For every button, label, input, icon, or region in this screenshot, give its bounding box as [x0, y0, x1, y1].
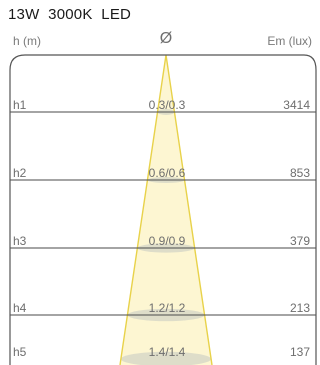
light-spot-h5: [120, 351, 212, 365]
height-column-header: h (m): [13, 34, 41, 48]
diameter-value-h3: 0.9/0.9: [148, 234, 186, 248]
height-label-h1: h1: [13, 98, 27, 112]
diagram-frame: [9, 54, 317, 365]
diameter-value-h5: 1.4/1.4: [148, 345, 186, 359]
illuminance-value-h2: 853: [289, 166, 310, 180]
height-label-h2: h2: [13, 166, 27, 180]
illuminance-value-h5: 137: [289, 345, 310, 359]
diameter-value-h4: 1.2/1.2: [148, 301, 186, 315]
illuminance-column-header: Em (lux): [267, 34, 312, 48]
illuminance-value-h3: 379: [289, 234, 310, 248]
luminaire-title: 13W 3000K LED: [8, 6, 132, 23]
illuminance-value-h1: 3414: [283, 98, 310, 112]
diameter-value-h1: 0.3/0.3: [148, 98, 186, 112]
light-beam-cone: [120, 55, 212, 365]
height-label-h4: h4: [13, 301, 27, 315]
height-label-h5: h5: [13, 345, 27, 359]
beam-right-edge: [165, 55, 213, 365]
illuminance-value-h4: 213: [289, 301, 310, 315]
diameter-value-h2: 0.6/0.6: [148, 166, 186, 180]
height-label-h3: h3: [13, 234, 27, 248]
beam-left-edge: [119, 55, 167, 365]
diameter-symbol-header: Ø: [159, 30, 173, 47]
